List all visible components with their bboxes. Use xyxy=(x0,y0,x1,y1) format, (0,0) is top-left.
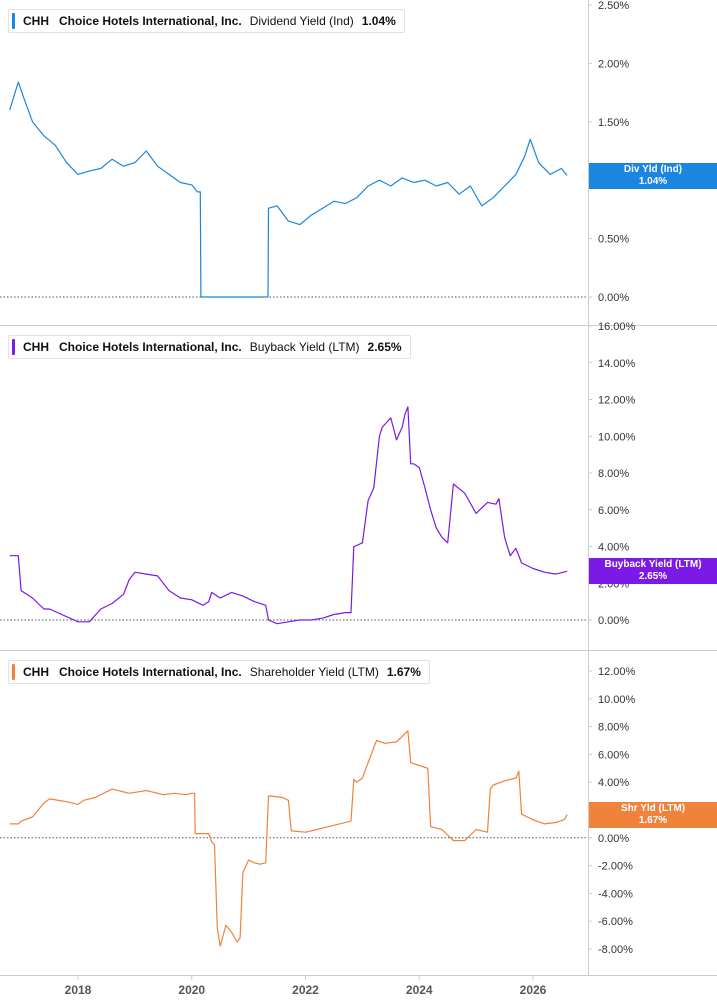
y-tick-label: 0.00% xyxy=(598,615,629,627)
y-tick-label: 2.00% xyxy=(598,58,629,70)
y-tick-label: 10.00% xyxy=(598,694,636,706)
series-line-dividend xyxy=(9,81,568,298)
y-tick-label: 10.00% xyxy=(598,431,636,443)
y-tick-label: 1.50% xyxy=(598,117,629,129)
y-tick-label: 6.00% xyxy=(598,505,629,517)
legend-metric: Dividend Yield (Ind) xyxy=(249,14,354,28)
series-line-buyback xyxy=(9,406,568,625)
legend-buyback: CHH Choice Hotels International, Inc. Bu… xyxy=(8,335,411,359)
legend-shareholder: CHH Choice Hotels International, Inc. Sh… xyxy=(8,660,430,684)
value-tag-value: 1.67% xyxy=(638,815,668,826)
value-tag-value: 2.65% xyxy=(638,571,668,582)
value-tag-label: Div Yld (Ind) xyxy=(623,164,683,175)
series-layer xyxy=(9,81,568,947)
x-tick-label: 2018 xyxy=(65,983,92,997)
y-tick-label: 8.00% xyxy=(598,468,629,480)
x-tick-label: 2026 xyxy=(520,983,547,997)
x-tick-label: 2024 xyxy=(406,983,433,997)
y-tick-label: 8.00% xyxy=(598,722,629,734)
x-tick-label: 2022 xyxy=(292,983,319,997)
value-tag-dividend: Div Yld (Ind) 1.04% xyxy=(589,163,717,189)
legend-ticker: CHH xyxy=(23,665,49,679)
y-tick-label: -2.00% xyxy=(598,861,633,873)
y-tick-label: 16.00% xyxy=(598,321,636,333)
legend-metric: Shareholder Yield (LTM) xyxy=(249,665,379,679)
grid-layer xyxy=(0,0,717,976)
tick-layer: 2.50%2.00%1.50%1.00%0.50%0.00%16.00%14.0… xyxy=(65,0,636,997)
y-tick-label: 12.00% xyxy=(598,395,636,407)
value-tag-value: 1.04% xyxy=(638,176,668,187)
legend-value: 1.04% xyxy=(361,14,396,28)
legend-dividend: CHH Choice Hotels International, Inc. Di… xyxy=(8,9,405,33)
y-tick-label: -6.00% xyxy=(598,916,633,928)
legend-color-swatch xyxy=(12,13,15,29)
y-tick-label: 6.00% xyxy=(598,749,629,761)
legend-value: 1.67% xyxy=(386,665,421,679)
value-tag-shareholder: Shr Yld (LTM) 1.67% xyxy=(589,802,717,828)
x-tick-label: 2020 xyxy=(178,983,205,997)
series-line-shareholder xyxy=(9,730,568,947)
y-tick-label: -4.00% xyxy=(598,888,633,900)
value-tag-label: Shr Yld (LTM) xyxy=(620,803,686,814)
legend-color-swatch xyxy=(12,664,15,680)
y-tick-label: 0.00% xyxy=(598,292,629,304)
legend-ticker: CHH xyxy=(23,340,49,354)
legend-company: Choice Hotels International, Inc. xyxy=(59,665,242,679)
y-tick-label: 2.50% xyxy=(598,0,629,12)
y-tick-label: 4.00% xyxy=(598,542,629,554)
y-tick-label: 4.00% xyxy=(598,777,629,789)
legend-ticker: CHH xyxy=(23,14,49,28)
legend-color-swatch xyxy=(12,339,15,355)
legend-company: Choice Hotels International, Inc. xyxy=(59,340,242,354)
value-tag-label: Buyback Yield (LTM) xyxy=(604,559,702,570)
y-tick-label: 12.00% xyxy=(598,666,636,678)
y-tick-label: 0.50% xyxy=(598,234,629,246)
legend-company: Choice Hotels International, Inc. xyxy=(59,14,242,28)
legend-value: 2.65% xyxy=(367,340,402,354)
y-tick-label: 14.00% xyxy=(598,358,636,370)
value-tag-buyback: Buyback Yield (LTM) 2.65% xyxy=(589,558,717,584)
y-tick-label: 0.00% xyxy=(598,833,629,845)
legend-metric: Buyback Yield (LTM) xyxy=(249,340,360,354)
y-tick-label: -8.00% xyxy=(598,944,633,956)
